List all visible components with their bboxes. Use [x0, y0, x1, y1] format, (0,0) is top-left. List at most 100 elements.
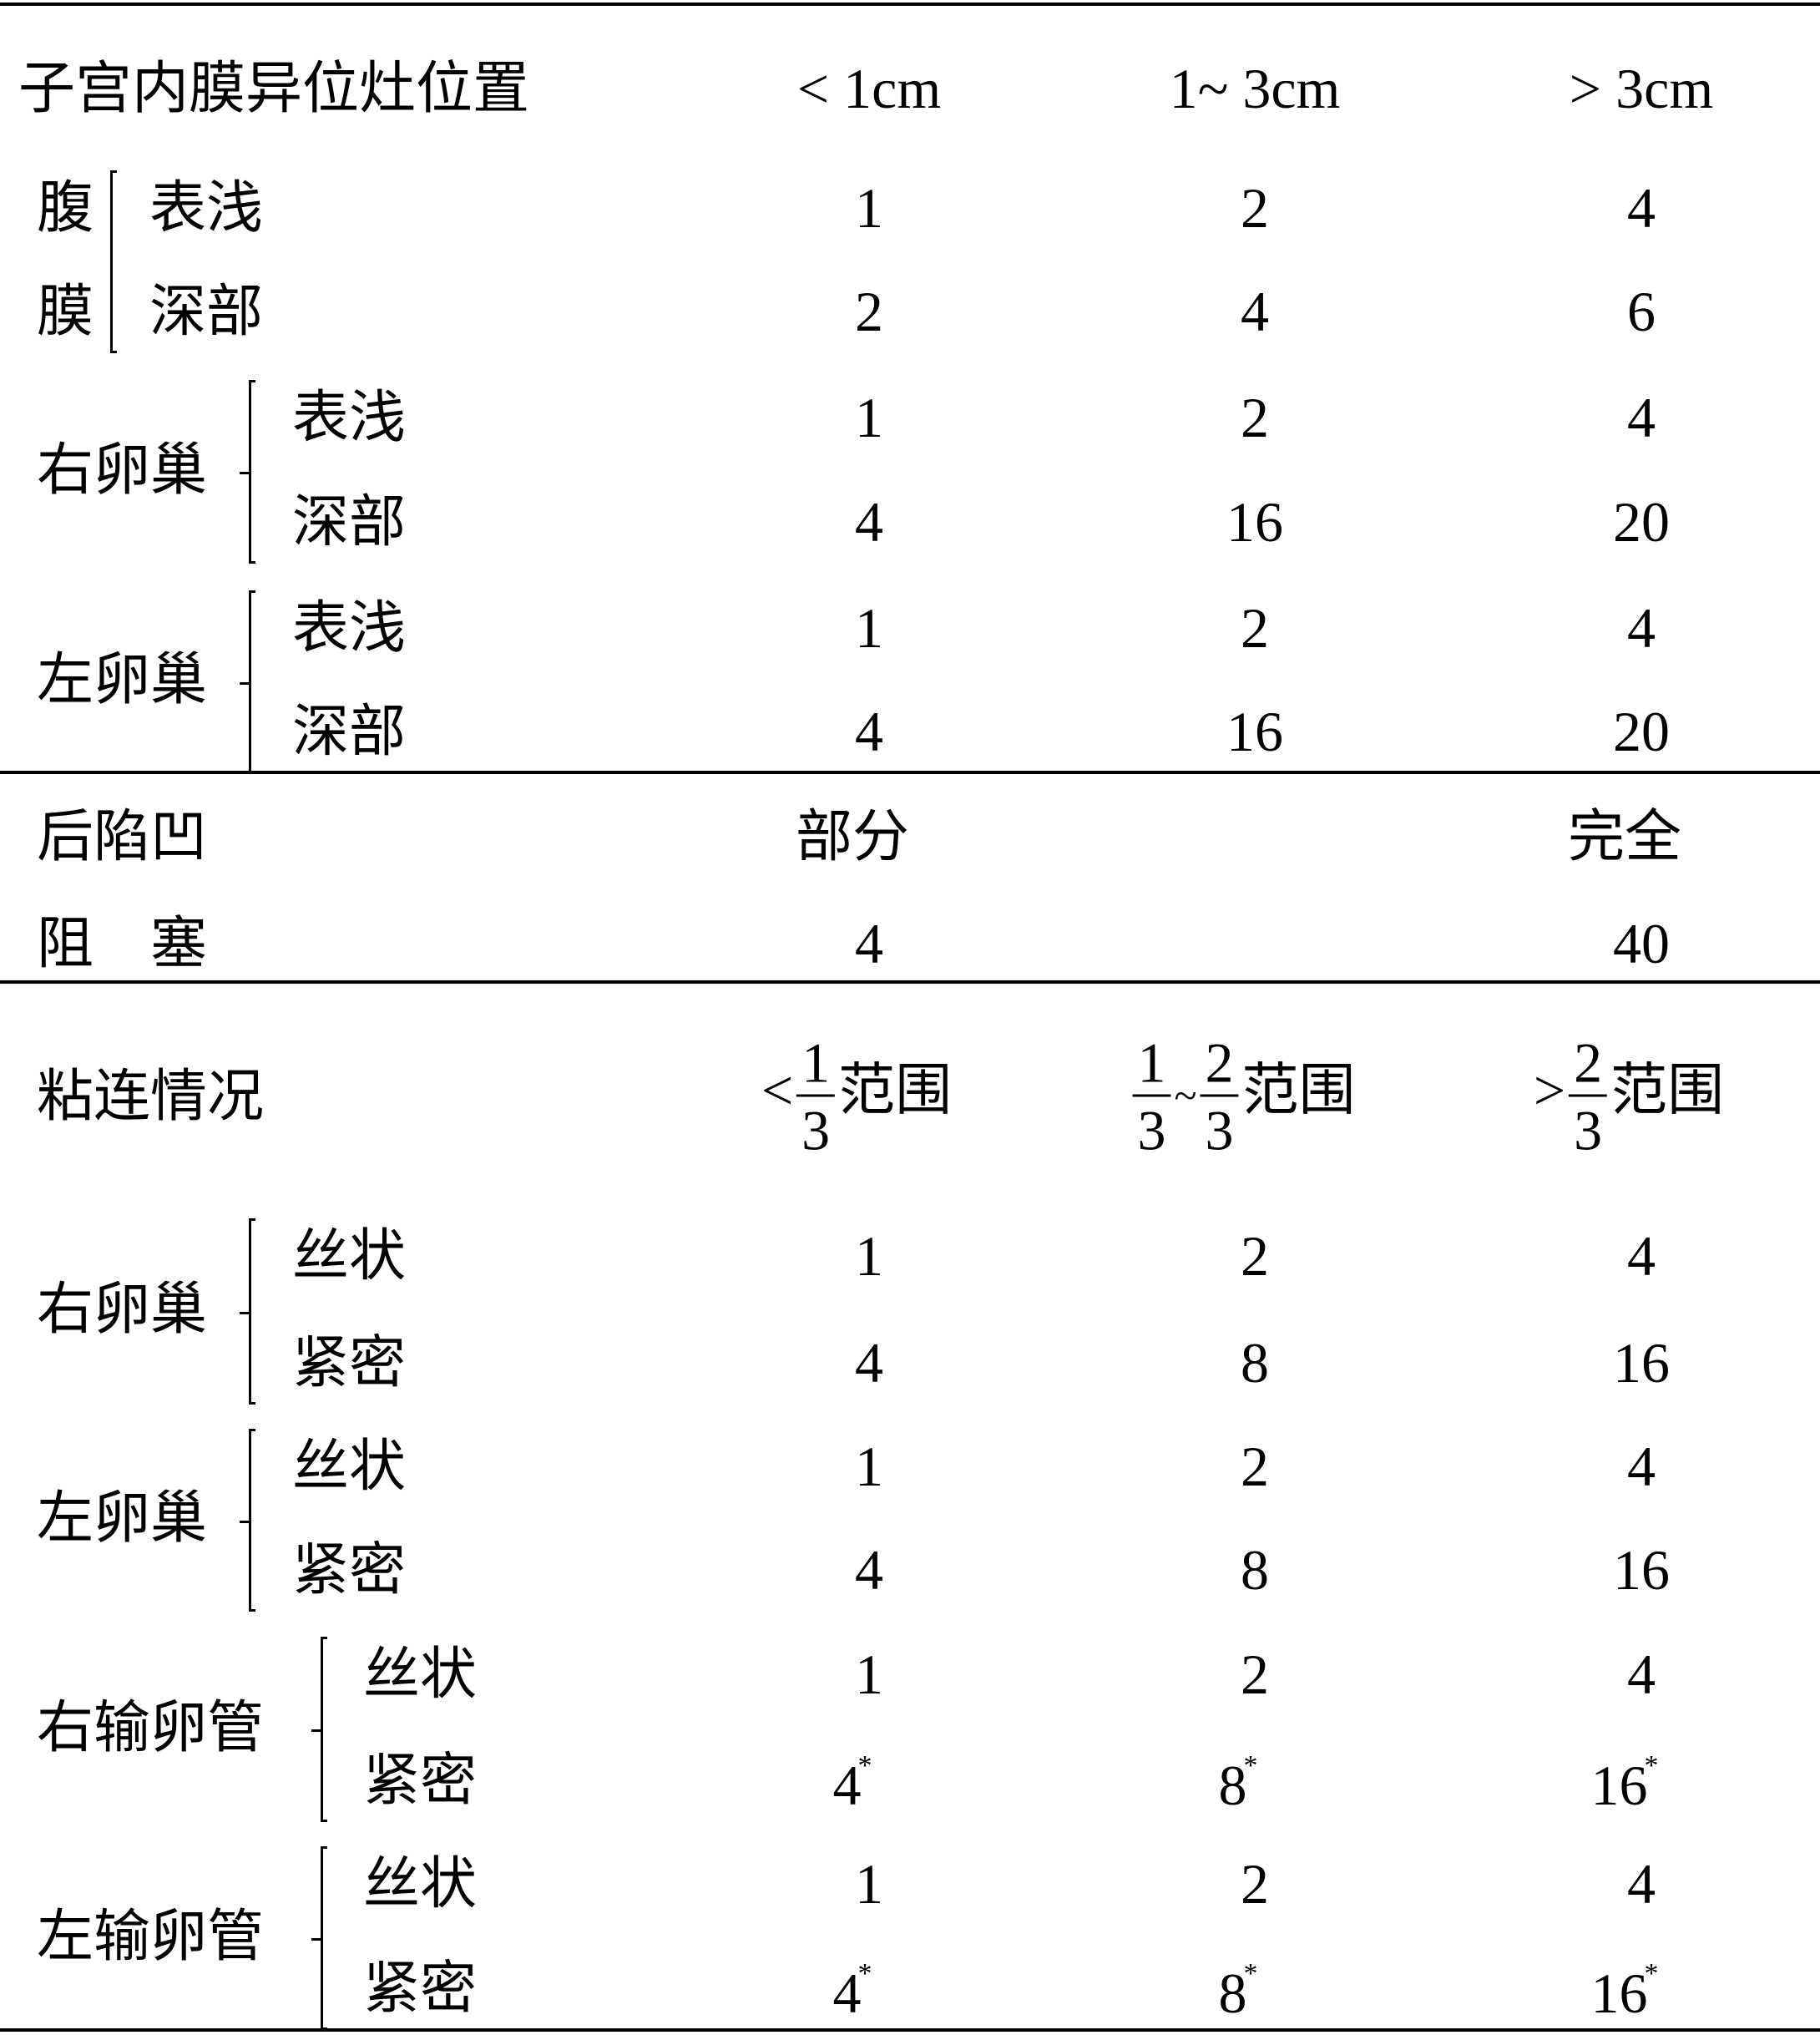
cell-value: 1	[855, 1438, 883, 1495]
cell-value: 4	[855, 912, 883, 975]
footnote-mark: *	[1644, 1750, 1659, 1781]
denominator: 3	[1137, 1098, 1166, 1162]
column-header: 1~ 3cm	[1169, 57, 1341, 120]
value: 4	[1627, 1852, 1656, 1916]
value: 16	[1590, 1754, 1648, 1817]
table-rule	[0, 771, 1820, 774]
cell-value: 2	[1241, 389, 1269, 446]
group-brace	[240, 380, 263, 564]
column-header: >2 3 范围	[1534, 1035, 1724, 1159]
cell-value: 20	[1613, 494, 1670, 550]
range-label: 范围	[1610, 1058, 1725, 1122]
row-sublabel: 表浅	[149, 176, 264, 240]
row-sublabel: 丝状	[292, 1224, 407, 1288]
value: 4	[1627, 176, 1656, 240]
value: 8	[1218, 1962, 1247, 2025]
cell-value: 8	[1241, 1334, 1269, 1391]
cell-value: 20	[1613, 703, 1670, 760]
footnote-mark: *	[1243, 1750, 1258, 1781]
cell-value: 4	[855, 1334, 883, 1391]
value: 20	[1613, 700, 1670, 763]
value: 16	[1226, 700, 1283, 763]
row-sublabel: 深部	[292, 700, 407, 763]
cell-value: 4*	[833, 1960, 872, 2022]
group-brace	[240, 1429, 263, 1612]
section-header-label: 后陷凹	[37, 805, 208, 868]
cell-value: 2	[1241, 1228, 1269, 1284]
cell-value: 2	[1241, 1646, 1269, 1703]
value: 20	[1613, 490, 1670, 554]
row-sublabel: 深部	[149, 280, 264, 343]
row-sublabel: 丝状	[292, 1435, 407, 1498]
value: 4	[855, 490, 883, 554]
cell-value: 1	[855, 1646, 883, 1703]
footnote-mark: *	[857, 1958, 872, 1989]
value: 2	[855, 280, 883, 343]
value: 16	[1226, 490, 1283, 554]
value: 1	[855, 1224, 883, 1288]
row-sublabel: 紧密	[292, 1538, 407, 1602]
cell-value: 2	[1241, 1855, 1269, 1912]
cell-value: 16	[1226, 494, 1283, 550]
cell-value: 4	[1627, 1228, 1656, 1284]
numerator: 1	[796, 1035, 836, 1097]
value: 8	[1218, 1754, 1247, 1817]
group-label: 右输卵管	[37, 1695, 265, 1759]
value: 4	[1241, 280, 1269, 343]
cell-value: 1	[855, 389, 883, 446]
numerator: 2	[1569, 1035, 1608, 1097]
row-sublabel: 紧密	[292, 1331, 407, 1395]
cell-value: 16*	[1590, 1752, 1659, 1817]
value: 1	[855, 1852, 883, 1916]
cell-value: 4	[1627, 389, 1656, 446]
cell-value: 40	[1613, 912, 1670, 975]
range-sign: ~	[1174, 1071, 1197, 1119]
column-header: 部分	[795, 805, 910, 868]
column-header: <1 3 范围	[761, 1035, 952, 1159]
table-rule	[0, 980, 1820, 984]
cell-value: 4	[1627, 180, 1656, 236]
value: 4	[1627, 1435, 1656, 1498]
value: 4	[832, 1754, 862, 1817]
group-label: 左卵巢	[37, 648, 208, 711]
table-rule	[0, 2028, 1820, 2032]
value: 16	[1590, 1962, 1648, 2025]
cell-value: 1	[855, 180, 883, 236]
denominator: 3	[1574, 1098, 1603, 1162]
value: 2	[1241, 1224, 1269, 1288]
value: 4	[1627, 1224, 1656, 1288]
group-label-char: 膜	[37, 280, 94, 343]
cell-value: 8	[1241, 1541, 1269, 1598]
value: 4	[1627, 1643, 1656, 1706]
value: 2	[1241, 1643, 1269, 1706]
row-sublabel: 表浅	[292, 386, 407, 449]
cell-value: 8*	[1218, 1960, 1258, 2025]
cell-value: 4	[855, 494, 883, 550]
value: 16	[1613, 1538, 1670, 1602]
value: 1	[855, 1643, 883, 1706]
footnote-mark: *	[1644, 1958, 1659, 1989]
cell-value: 6	[1627, 283, 1656, 340]
cell-value: 2	[855, 283, 883, 340]
value: 4	[855, 700, 883, 763]
range-label: 范围	[1241, 1058, 1356, 1122]
cell-value: 4	[855, 703, 883, 760]
denominator: 3	[801, 1098, 831, 1162]
group-label: 左卵巢	[37, 1486, 208, 1550]
numerator: 1	[1132, 1035, 1171, 1097]
value: 2	[1241, 1852, 1269, 1916]
group-label-char: 腹	[37, 176, 94, 240]
cell-value: 16	[1613, 1334, 1670, 1391]
value: 2	[1241, 1435, 1269, 1498]
value: 4	[855, 1331, 883, 1395]
column-header: < 1cm	[796, 57, 942, 120]
row-sublabel: 深部	[292, 490, 407, 554]
row-sublabel: 丝状	[363, 1643, 478, 1706]
range-label: 范围	[838, 1058, 953, 1122]
footnote-mark: *	[1243, 1958, 1258, 1989]
cell-value: 2	[1241, 1438, 1269, 1495]
comparator: >	[1533, 1058, 1566, 1122]
group-brace	[311, 1846, 335, 2030]
group-brace	[311, 1637, 335, 1822]
